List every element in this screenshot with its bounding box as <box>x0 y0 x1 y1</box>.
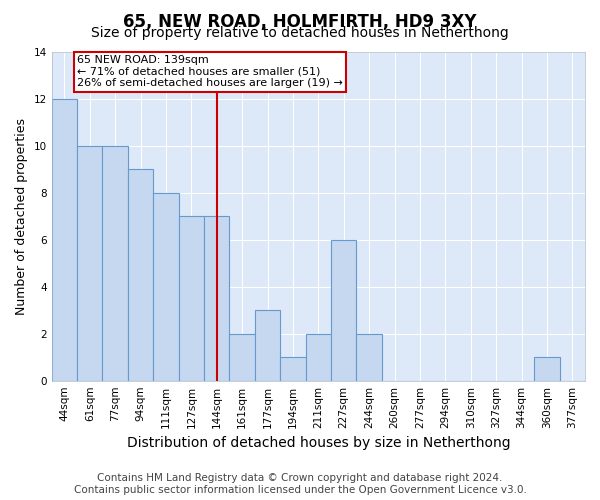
Bar <box>255 310 280 380</box>
Text: Size of property relative to detached houses in Netherthong: Size of property relative to detached ho… <box>91 26 509 40</box>
Bar <box>204 216 229 380</box>
Bar <box>356 334 382 380</box>
Bar <box>179 216 204 380</box>
Bar <box>229 334 255 380</box>
Bar <box>128 169 153 380</box>
Y-axis label: Number of detached properties: Number of detached properties <box>15 118 28 314</box>
Bar <box>331 240 356 380</box>
Text: Contains HM Land Registry data © Crown copyright and database right 2024.
Contai: Contains HM Land Registry data © Crown c… <box>74 474 526 495</box>
X-axis label: Distribution of detached houses by size in Netherthong: Distribution of detached houses by size … <box>127 436 510 450</box>
Text: 65 NEW ROAD: 139sqm
← 71% of detached houses are smaller (51)
26% of semi-detach: 65 NEW ROAD: 139sqm ← 71% of detached ho… <box>77 55 343 88</box>
Text: 65, NEW ROAD, HOLMFIRTH, HD9 3XY: 65, NEW ROAD, HOLMFIRTH, HD9 3XY <box>123 12 477 30</box>
Bar <box>103 146 128 380</box>
Bar <box>305 334 331 380</box>
Bar <box>77 146 103 380</box>
Bar <box>153 192 179 380</box>
Bar <box>52 98 77 380</box>
Bar <box>534 357 560 380</box>
Bar <box>280 357 305 380</box>
